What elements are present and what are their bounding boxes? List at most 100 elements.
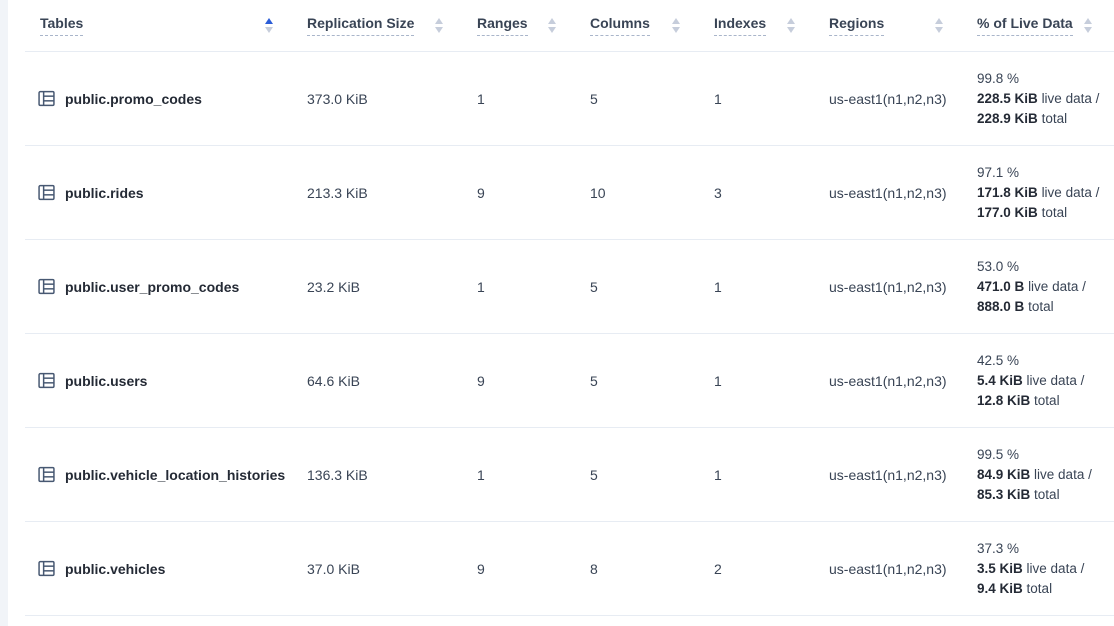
total-size-line: 85.3 KiB total	[977, 486, 1060, 502]
table-header-row: Tables Replication Size Ranges Columns I…	[25, 0, 1114, 52]
ranges-cell: 1	[477, 90, 485, 107]
column-header-label: Tables	[40, 15, 84, 36]
columns-cell: 5	[590, 466, 598, 483]
columns-cell: 8	[590, 560, 598, 577]
column-header-label: Replication Size	[307, 15, 415, 36]
live-percent: 99.8 %	[977, 70, 1020, 86]
column-header-replication-size[interactable]: Replication Size	[295, 0, 465, 51]
column-header-live-data[interactable]: % of Live Data	[965, 0, 1114, 51]
table-name-cell[interactable]: public.rides	[25, 184, 295, 201]
indexes-cell: 3	[714, 184, 722, 201]
table-row[interactable]: public.vehicles 37.0 KiB 9 8 2 us-east1(…	[25, 522, 1114, 616]
column-header-label: % of Live Data	[977, 15, 1073, 36]
replication-size-cell: 136.3 KiB	[307, 466, 368, 483]
live-percent: 42.5 %	[977, 352, 1020, 368]
live-data-cell: 97.1 % 171.8 KiB live data / 177.0 KiB t…	[965, 163, 1114, 223]
column-header-columns[interactable]: Columns	[578, 0, 702, 51]
total-size-line: 9.4 KiB total	[977, 580, 1053, 596]
table-name[interactable]: public.users	[65, 372, 148, 389]
indexes-cell: 1	[714, 466, 722, 483]
sort-control[interactable]	[433, 16, 445, 35]
table-name[interactable]: public.user_promo_codes	[65, 278, 240, 295]
sort-control[interactable]	[785, 16, 797, 35]
live-size-line: 5.4 KiB live data /	[977, 372, 1085, 388]
table-icon	[38, 278, 55, 295]
live-size-line: 3.5 KiB live data /	[977, 560, 1085, 576]
replication-size-cell: 213.3 KiB	[307, 184, 368, 201]
table-row[interactable]: public.rides 213.3 KiB 9 10 3 us-east1(n…	[25, 146, 1114, 240]
regions-cell: us-east1(n1,n2,n3)	[829, 90, 947, 107]
live-percent: 37.3 %	[977, 540, 1020, 556]
replication-size-cell: 37.0 KiB	[307, 560, 360, 577]
indexes-cell: 1	[714, 90, 722, 107]
sort-control[interactable]	[670, 16, 682, 35]
ranges-cell: 9	[477, 560, 485, 577]
regions-cell: us-east1(n1,n2,n3)	[829, 372, 947, 389]
total-size-line: 177.0 KiB total	[977, 204, 1068, 220]
live-data-cell: 53.0 % 471.0 B live data / 888.0 B total	[965, 257, 1114, 317]
table-body: public.promo_codes 373.0 KiB 1 5 1 us-ea…	[25, 52, 1114, 616]
table-name-cell[interactable]: public.promo_codes	[25, 90, 295, 107]
table-name[interactable]: public.vehicle_location_histories	[65, 466, 286, 483]
live-size-line: 228.5 KiB live data /	[977, 90, 1100, 106]
live-percent: 53.0 %	[977, 258, 1020, 274]
total-size-line: 888.0 B total	[977, 298, 1054, 314]
column-header-tables[interactable]: Tables	[25, 0, 295, 51]
table-row[interactable]: public.user_promo_codes 23.2 KiB 1 5 1 u…	[25, 240, 1114, 334]
sort-control[interactable]	[1082, 16, 1094, 35]
table-icon	[38, 372, 55, 389]
total-size-line: 12.8 KiB total	[977, 392, 1060, 408]
regions-cell: us-east1(n1,n2,n3)	[829, 278, 947, 295]
regions-cell: us-east1(n1,n2,n3)	[829, 560, 947, 577]
table-icon	[38, 90, 55, 107]
live-percent: 99.5 %	[977, 446, 1020, 462]
indexes-cell: 2	[714, 560, 722, 577]
sort-control[interactable]	[546, 16, 558, 35]
table-name-cell[interactable]: public.users	[25, 372, 295, 389]
ranges-cell: 1	[477, 466, 485, 483]
live-size-line: 471.0 B live data /	[977, 278, 1086, 294]
sort-control[interactable]	[933, 16, 945, 35]
table-name-cell[interactable]: public.user_promo_codes	[25, 278, 295, 295]
page-gutter	[0, 0, 8, 626]
column-header-regions[interactable]: Regions	[817, 0, 965, 51]
live-data-cell: 99.5 % 84.9 KiB live data / 85.3 KiB tot…	[965, 445, 1114, 505]
ranges-cell: 1	[477, 278, 485, 295]
replication-size-cell: 23.2 KiB	[307, 278, 360, 295]
table-row[interactable]: public.users 64.6 KiB 9 5 1 us-east1(n1,…	[25, 334, 1114, 428]
live-size-line: 84.9 KiB live data /	[977, 466, 1092, 482]
table-name[interactable]: public.promo_codes	[65, 90, 202, 107]
columns-cell: 5	[590, 372, 598, 389]
sort-control[interactable]	[263, 16, 275, 35]
table-name[interactable]: public.rides	[65, 184, 144, 201]
columns-cell: 5	[590, 90, 598, 107]
ranges-cell: 9	[477, 372, 485, 389]
table-name-cell[interactable]: public.vehicle_location_histories	[25, 466, 295, 483]
live-data-cell: 99.8 % 228.5 KiB live data / 228.9 KiB t…	[965, 69, 1114, 129]
tables-table: Tables Replication Size Ranges Columns I…	[25, 0, 1114, 616]
total-size-line: 228.9 KiB total	[977, 110, 1068, 126]
regions-cell: us-east1(n1,n2,n3)	[829, 184, 947, 201]
indexes-cell: 1	[714, 278, 722, 295]
columns-cell: 10	[590, 184, 606, 201]
column-header-indexes[interactable]: Indexes	[702, 0, 817, 51]
replication-size-cell: 64.6 KiB	[307, 372, 360, 389]
table-icon	[38, 184, 55, 201]
column-header-label: Indexes	[714, 15, 767, 36]
live-size-line: 171.8 KiB live data /	[977, 184, 1100, 200]
table-row[interactable]: public.vehicle_location_histories 136.3 …	[25, 428, 1114, 522]
table-name-cell[interactable]: public.vehicles	[25, 560, 295, 577]
columns-cell: 5	[590, 278, 598, 295]
column-header-ranges[interactable]: Ranges	[465, 0, 578, 51]
column-header-label: Ranges	[477, 15, 528, 36]
column-header-label: Columns	[590, 15, 650, 36]
ranges-cell: 9	[477, 184, 485, 201]
replication-size-cell: 373.0 KiB	[307, 90, 368, 107]
column-header-label: Regions	[829, 15, 885, 36]
table-icon	[38, 560, 55, 577]
live-data-cell: 37.3 % 3.5 KiB live data / 9.4 KiB total	[965, 539, 1114, 599]
indexes-cell: 1	[714, 372, 722, 389]
table-row[interactable]: public.promo_codes 373.0 KiB 1 5 1 us-ea…	[25, 52, 1114, 146]
live-percent: 97.1 %	[977, 164, 1020, 180]
table-name[interactable]: public.vehicles	[65, 560, 166, 577]
